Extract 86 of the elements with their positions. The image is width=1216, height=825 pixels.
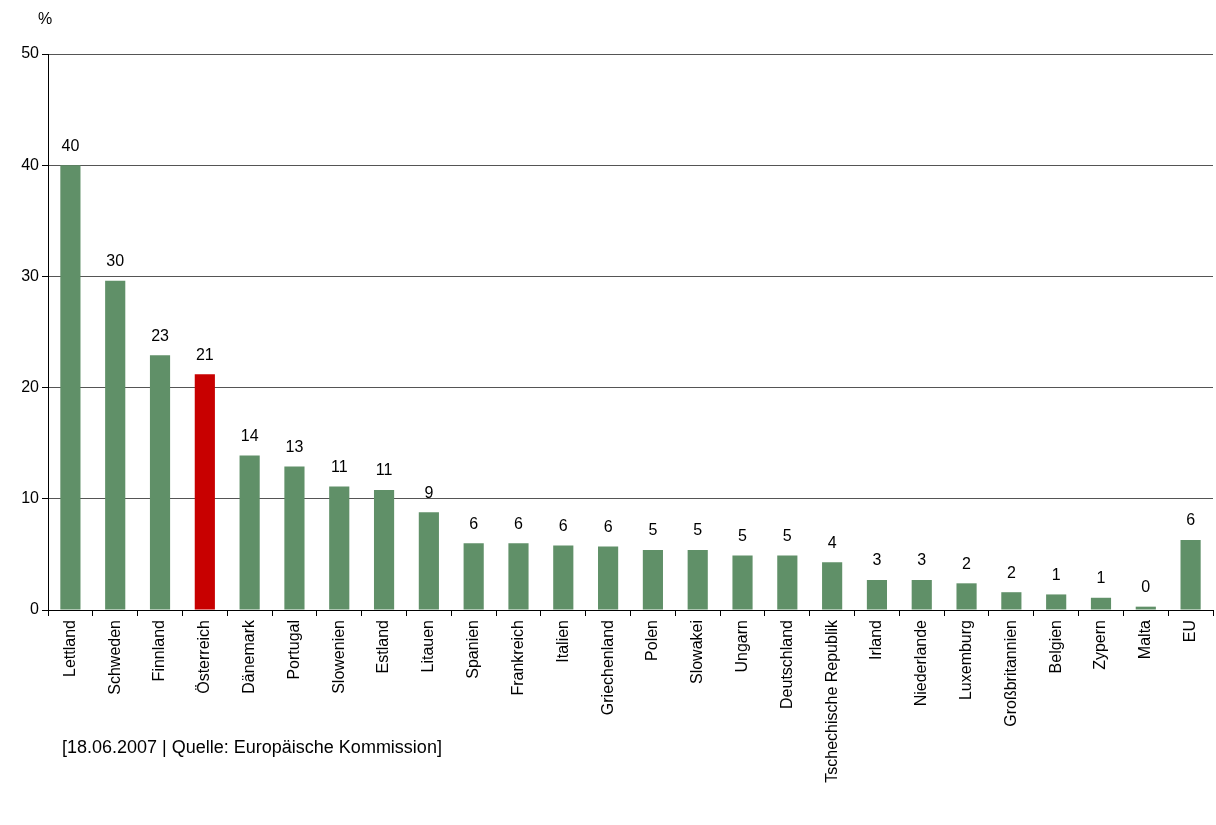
x-tick-label: Spanien [464, 620, 482, 679]
data-label: 14 [240, 426, 259, 444]
bar [508, 543, 529, 610]
bar [418, 512, 439, 610]
bar [687, 549, 708, 610]
x-tick-label: Portugal [284, 620, 302, 680]
bar [149, 355, 171, 610]
y-tick-label: 20 [21, 378, 40, 396]
y-tick-label: 10 [21, 489, 40, 507]
data-label: 1 [1051, 565, 1061, 583]
x-tick-label: Großbritannien [1001, 620, 1019, 727]
data-label: 0 [1141, 578, 1151, 596]
bar [1180, 539, 1201, 610]
x-tick-label: Luxemburg [956, 620, 974, 701]
data-label: 3 [872, 551, 882, 569]
y-tick-label: 40 [21, 155, 40, 173]
y-axis-title: % [37, 10, 53, 28]
text: [18.06.2007 | Quelle: Europäische Kommission] [62, 736, 442, 757]
bar [373, 489, 395, 610]
data-label: 6 [469, 514, 479, 532]
y-tick-label: 30 [21, 266, 40, 284]
x-tick-label: Griechenland [598, 620, 616, 716]
x-tick-label: Schweden [105, 620, 123, 695]
bar [1046, 594, 1067, 610]
data-label: 21 [195, 345, 214, 363]
data-label: 4 [827, 533, 837, 551]
bar [642, 549, 663, 610]
data-label: 3 [917, 551, 927, 569]
x-tick-label: Tschechische Republik [822, 619, 840, 783]
x-tick-label: Slowenien [329, 620, 347, 694]
y-tick-label: 0 [30, 600, 40, 618]
bar [1090, 597, 1112, 610]
data-label: 2 [962, 554, 972, 572]
data-label: 30 [106, 252, 125, 270]
x-tick-label: Italien [553, 620, 571, 663]
bar [463, 543, 484, 610]
data-label: 13 [285, 437, 304, 455]
bar [239, 455, 260, 610]
data-label: 5 [648, 521, 658, 539]
bar [105, 280, 126, 610]
bar [1001, 592, 1022, 610]
data-label: 6 [1186, 511, 1196, 529]
bar [60, 165, 81, 610]
x-tick-label: Frankreich [508, 620, 526, 696]
data-label: 6 [514, 514, 524, 532]
bar [866, 579, 888, 610]
bar [553, 545, 574, 610]
x-tick-label: Ungarn [732, 620, 750, 673]
bar [1135, 606, 1156, 610]
data-label: 5 [782, 526, 792, 544]
bar [598, 546, 619, 610]
bar [777, 555, 798, 610]
data-label: 11 [375, 461, 393, 479]
bar [911, 579, 932, 610]
x-tick-label: Estland [374, 620, 392, 674]
bar [329, 486, 350, 610]
data-label: 5 [693, 521, 703, 539]
bar [194, 374, 215, 610]
bar [732, 555, 753, 610]
x-tick-label: Litauen [419, 620, 437, 673]
x-tick-label: Finnland [150, 620, 168, 682]
x-tick-label: Deutschland [777, 620, 795, 709]
x-tick-label: Dänemark [240, 619, 258, 694]
x-tick-label: Belgien [1046, 620, 1064, 674]
y-tick-label: 50 [21, 44, 40, 62]
data-label: 1 [1096, 569, 1106, 587]
data-label: 2 [1006, 563, 1016, 581]
data-label: 11 [330, 457, 348, 475]
bar [284, 466, 305, 610]
x-tick-label: Malta [1136, 619, 1154, 660]
data-label: 40 [61, 136, 80, 154]
x-tick-label: Österreich [195, 620, 213, 694]
x-tick-label: Lettland [60, 620, 78, 677]
data-label: 9 [424, 483, 434, 501]
x-tick-label: Slowakei [688, 620, 706, 685]
x-tick-label: EU [1181, 620, 1198, 643]
data-label: 5 [738, 526, 748, 544]
x-tick-label: Niederlande [912, 619, 930, 707]
bar [822, 562, 843, 610]
data-label: 23 [151, 326, 170, 344]
bar [956, 583, 977, 610]
x-tick-label: Zypern [1091, 620, 1109, 670]
data-label: 6 [558, 516, 568, 534]
x-tick-label: Irland [867, 620, 885, 661]
data-label: 6 [603, 518, 613, 536]
x-tick-label: Polen [643, 620, 661, 661]
